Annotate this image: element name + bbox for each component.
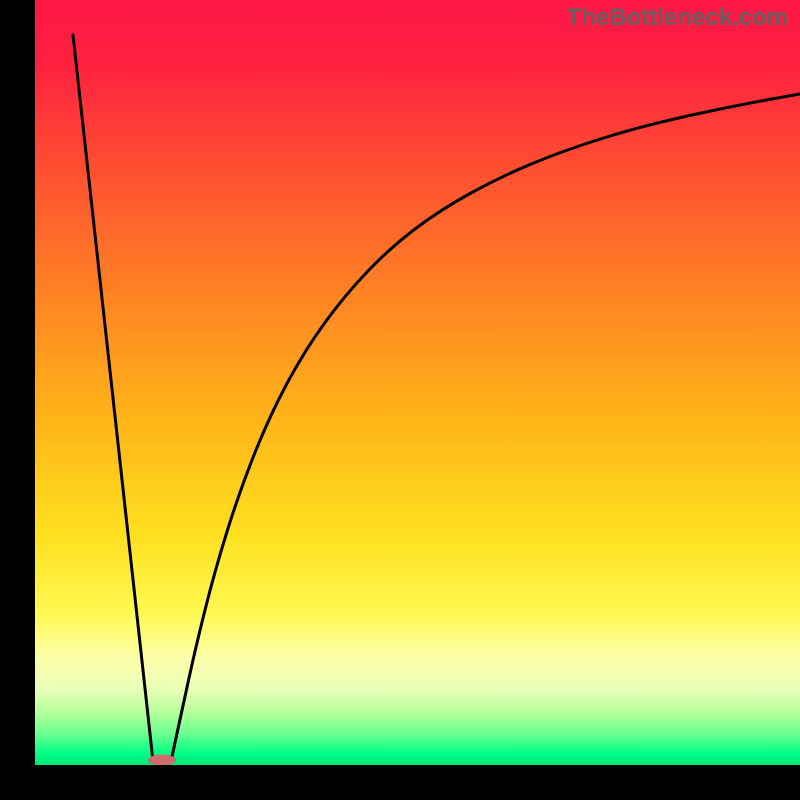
bottleneck-chart — [0, 0, 800, 800]
watermark-text: TheBottleneck.com — [567, 4, 788, 32]
chart-container: TheBottleneck.com — [0, 0, 800, 800]
